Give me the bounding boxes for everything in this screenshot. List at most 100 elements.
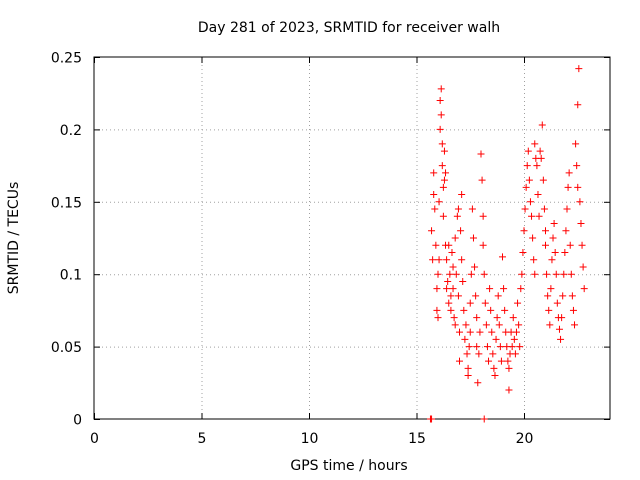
data-point	[548, 256, 556, 264]
data-point	[444, 277, 452, 285]
data-point	[492, 335, 500, 343]
axis-ticks	[94, 57, 610, 420]
y-tick-label: 0.05	[51, 340, 82, 356]
data-point	[516, 343, 524, 351]
data-point	[443, 256, 451, 264]
data-point	[438, 162, 446, 170]
data-point	[574, 183, 582, 191]
data-point	[536, 147, 544, 155]
data-point	[508, 343, 516, 351]
data-point	[439, 183, 447, 191]
data-point	[431, 205, 439, 213]
data-point	[523, 162, 531, 170]
data-point	[435, 256, 443, 264]
data-point	[522, 183, 530, 191]
data-point	[529, 234, 537, 242]
data-point	[454, 292, 462, 300]
data-point	[524, 147, 532, 155]
data-point	[440, 147, 448, 155]
data-point	[456, 357, 463, 365]
data-point	[515, 321, 523, 329]
y-tick-label: 0	[73, 413, 82, 429]
data-point	[480, 270, 488, 278]
data-point	[577, 220, 585, 228]
data-point	[562, 227, 570, 235]
data-point	[552, 270, 560, 278]
data-point	[520, 227, 528, 235]
data-point	[559, 292, 567, 300]
data-point	[493, 314, 501, 322]
data-point	[445, 299, 453, 307]
data-point	[428, 227, 436, 235]
data-point	[434, 314, 442, 322]
data-point	[560, 270, 568, 278]
data-point	[442, 169, 450, 177]
data-point	[510, 335, 518, 343]
data-point	[511, 350, 519, 358]
data-point	[496, 343, 504, 351]
data-point	[545, 306, 553, 314]
data-point	[537, 154, 545, 162]
data-point	[517, 285, 525, 293]
data-point	[446, 270, 454, 278]
data-point	[458, 256, 466, 264]
data-point	[526, 198, 534, 206]
data-point	[538, 121, 546, 129]
x-tick-label: 0	[90, 431, 99, 447]
grid-lines	[94, 57, 610, 419]
data-point	[505, 386, 513, 394]
data-point	[458, 191, 466, 199]
data-point	[512, 328, 520, 336]
x-axis-label: GPS time / hours	[290, 458, 407, 474]
data-point	[452, 270, 460, 278]
data-point	[457, 227, 465, 235]
data-point	[530, 256, 538, 264]
data-point	[436, 125, 444, 133]
data-point	[542, 227, 549, 235]
y-tick-label: 0.2	[60, 123, 82, 139]
data-point	[430, 169, 438, 177]
data-point	[471, 263, 479, 271]
data-point	[487, 306, 495, 314]
data-point	[437, 85, 445, 93]
data-point	[482, 321, 490, 329]
data-point	[567, 270, 575, 278]
data-point	[462, 321, 470, 329]
data-point	[450, 314, 458, 322]
data-point	[465, 343, 473, 351]
data-point	[553, 299, 561, 307]
data-point	[480, 415, 488, 423]
data-point	[576, 198, 584, 206]
data-point	[473, 314, 481, 322]
data-point	[488, 328, 496, 336]
data-point	[544, 292, 552, 300]
data-point	[454, 205, 462, 213]
data-point	[580, 285, 588, 293]
data-point	[433, 306, 441, 314]
data-point	[481, 299, 489, 307]
data-point	[432, 241, 440, 249]
data-point	[500, 285, 508, 293]
data-point	[525, 176, 533, 184]
data-point	[555, 325, 563, 333]
data-point	[518, 270, 526, 278]
data-point	[540, 205, 548, 213]
data-point	[578, 241, 586, 249]
data-point	[494, 292, 502, 300]
data-point	[475, 350, 483, 358]
data-point	[459, 277, 467, 285]
y-tick-labels: 0 0.05 0.1 0.15 0.2 0.25	[51, 51, 82, 429]
data-point	[448, 248, 456, 256]
data-point	[436, 96, 444, 104]
data-point	[514, 299, 522, 307]
data-point	[463, 350, 471, 358]
data-point	[449, 285, 457, 293]
data-point	[489, 350, 497, 358]
data-point	[551, 248, 559, 256]
data-point	[501, 306, 509, 314]
data-point	[464, 372, 472, 380]
data-point	[563, 205, 571, 213]
data-point	[550, 220, 558, 228]
data-point	[535, 212, 543, 220]
y-tick-label: 0.25	[51, 51, 82, 67]
